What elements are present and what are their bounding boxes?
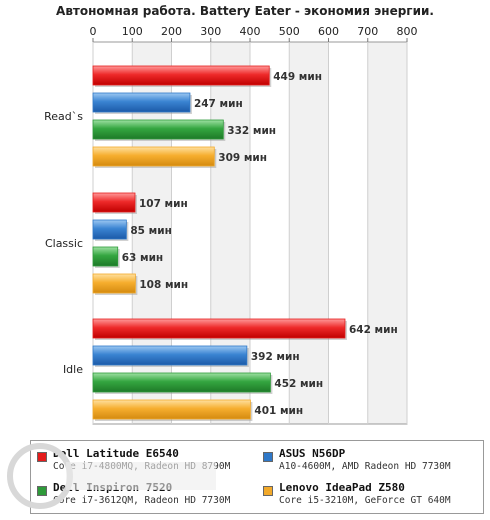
bar-chart: 0 100 200 300 400 500 600 700 800 449 мин 247 мин… [44,25,418,425]
bar [92,345,248,366]
plot-band [328,42,368,424]
plot-band [367,42,407,424]
bar-value-label: 449 мин [273,71,322,83]
legend-name: ASUS N56DP [279,447,346,460]
category-label: Idle [63,363,83,376]
bar [92,146,215,167]
legend-name: Dell Latitude E6540 [53,447,179,460]
bar [92,273,136,294]
bar [92,119,224,140]
x-tick-label: 700 [357,25,378,38]
x-tick-label: 300 [200,25,221,38]
bar-value-label: 63 мин [122,252,163,264]
bar [92,372,271,393]
legend-swatch [263,452,273,462]
bar [92,318,346,339]
legend-subtitle: Core i7-3612QM, Radeon HD 7730M [53,495,231,506]
bar-value-label: 642 мин [349,324,398,336]
legend-name: Lenovo IdeaPad Z580 [279,481,405,494]
bar [92,192,136,213]
category-label: Read`s [44,110,83,123]
bar-value-label: 108 мин [139,279,188,291]
plot-band [289,42,329,424]
bar-value-label: 107 мин [139,198,188,210]
bar-value-label: 247 мин [194,98,243,110]
x-tick-label: 400 [240,25,261,38]
x-tick-label: 800 [397,25,418,38]
legend-name: Dell Inspiron 7520 [53,481,173,494]
bar-value-label: 452 мин [274,378,323,390]
legend-subtitle: Core i7-4800MQ, Radeon HD 8790M [53,461,231,472]
legend-swatch [37,452,47,462]
x-tick-label: 500 [279,25,300,38]
bar [92,92,191,113]
bar-value-label: 392 мин [251,351,300,363]
bar [92,246,119,267]
legend-subtitle: A10-4600M, AMD Radeon HD 7730M [279,461,451,472]
bar-value-label: 332 мин [227,125,276,137]
x-tick-label: 200 [161,25,182,38]
legend-subtitle: Core i5-3210M, GeForce GT 640M [279,495,451,506]
legend-swatch [37,486,47,496]
legend: Dell Latitude E6540 Core i7-4800MQ, Rade… [30,440,484,514]
x-tick-label: 100 [122,25,143,38]
bar [92,399,251,420]
bar [92,65,270,86]
plot-band [250,42,290,424]
bar-value-label: 309 мин [218,152,267,164]
bar-value-label: 85 мин [130,225,171,237]
bar [92,219,127,240]
legend-swatch [263,486,273,496]
bar-value-label: 401 мин [254,405,303,417]
chart-title: Автономная работа. Battery Eater - эконо… [56,4,434,18]
category-label: Classic [45,237,83,250]
x-tick-label: 0 [90,25,97,38]
x-tick-label: 600 [318,25,339,38]
